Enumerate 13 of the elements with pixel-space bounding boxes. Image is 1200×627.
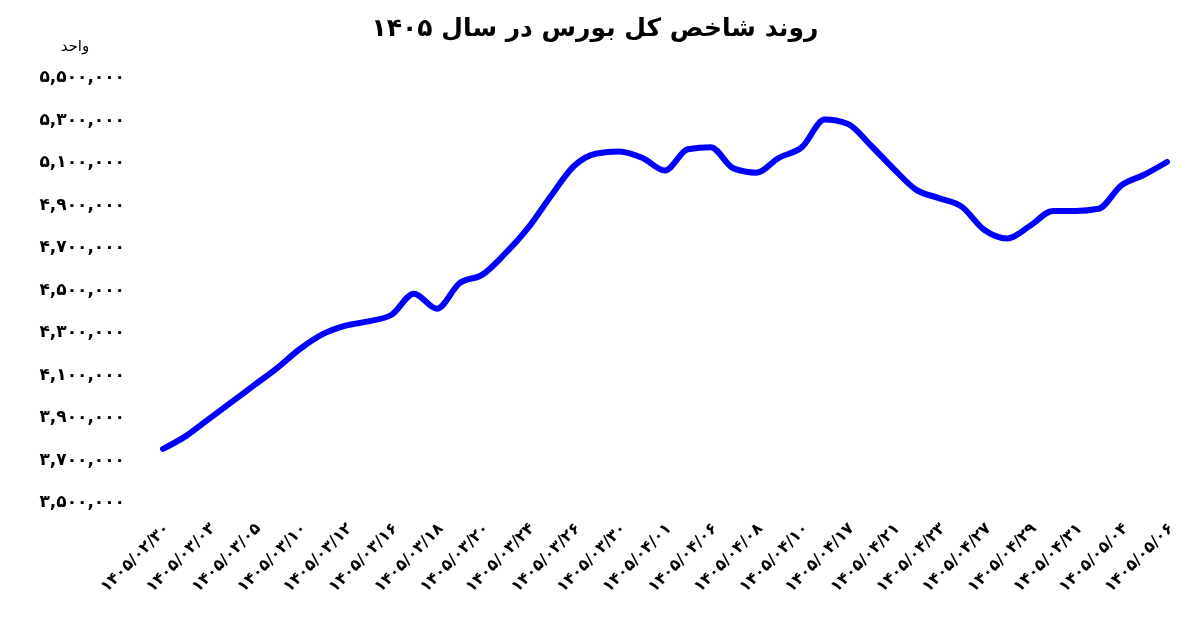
y-tick-label: ۳,۷۰۰,۰۰۰ — [39, 448, 125, 469]
y-tick-label: ۴,۹۰۰,۰۰۰ — [39, 193, 125, 214]
y-tick-label: ۴,۱۰۰,۰۰۰ — [39, 363, 125, 384]
y-tick-label: ۵,۱۰۰,۰۰۰ — [39, 151, 125, 171]
y-tick-label: ۳,۵۰۰,۰۰۰ — [39, 491, 125, 511]
y-tick-label: ۴,۷۰۰,۰۰۰ — [39, 236, 125, 256]
y-tick-label: ۴,۳۰۰,۰۰۰ — [39, 321, 125, 341]
y-tick-label: ۵,۳۰۰,۰۰۰ — [39, 108, 125, 129]
chart-title: روند شاخص کل بورس در سال ۱۴۰۵ — [371, 13, 819, 43]
y-axis-title: واحد — [60, 37, 90, 55]
y-tick-label: ۵,۵۰۰,۰۰۰ — [39, 66, 125, 86]
y-tick-label: ۳,۹۰۰,۰۰۰ — [39, 406, 125, 426]
y-tick-label: ۴,۵۰۰,۰۰۰ — [39, 278, 125, 299]
